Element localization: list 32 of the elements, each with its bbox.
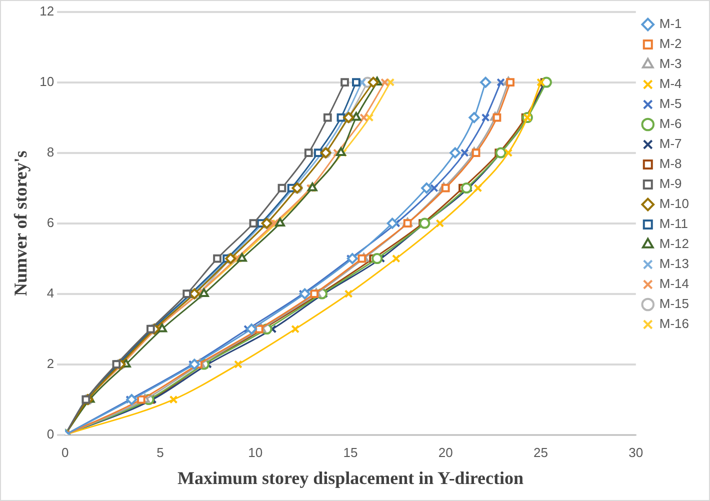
y-tick-label: 12 [40, 3, 54, 18]
y-tick-label: 4 [46, 285, 54, 300]
x-tick-label: 30 [628, 445, 644, 460]
x-tick-label: 5 [156, 445, 164, 460]
x-tick-label: 0 [61, 445, 69, 460]
x-axis-title: Maximum storey displacement in Y-direction [177, 468, 524, 488]
legend-label: M-12 [659, 236, 690, 252]
legend-label: M-10 [659, 196, 690, 212]
y-axis-title: Numver of storey's [10, 150, 30, 296]
legend-label: M-5 [659, 96, 682, 112]
x-tick-label: 15 [343, 445, 358, 460]
legend-label: M-14 [659, 276, 690, 292]
legend-label: M-9 [659, 176, 682, 192]
x-tick-label: 20 [438, 445, 453, 460]
x-tick-label: 10 [248, 445, 263, 460]
x-tick-label: 25 [534, 445, 548, 460]
legend-label: M-13 [659, 256, 690, 272]
y-tick-label: 0 [46, 426, 54, 442]
y-tick-label: 10 [40, 74, 54, 89]
legend-label: M-6 [659, 116, 682, 132]
legend-label: M-15 [659, 296, 690, 312]
y-tick-label: 2 [46, 356, 54, 371]
legend-label: M-8 [659, 156, 682, 172]
legend-label: M-3 [659, 56, 682, 72]
legend-label: M-11 [659, 216, 688, 232]
y-tick-label: 8 [46, 144, 54, 160]
legend-label: M-1 [659, 16, 682, 32]
y-tick-label: 6 [46, 214, 54, 230]
legend-label: M-2 [659, 36, 682, 52]
legend-label: M-7 [659, 136, 682, 152]
legend-label: M-4 [659, 76, 682, 92]
legend-label: M-16 [659, 316, 690, 332]
